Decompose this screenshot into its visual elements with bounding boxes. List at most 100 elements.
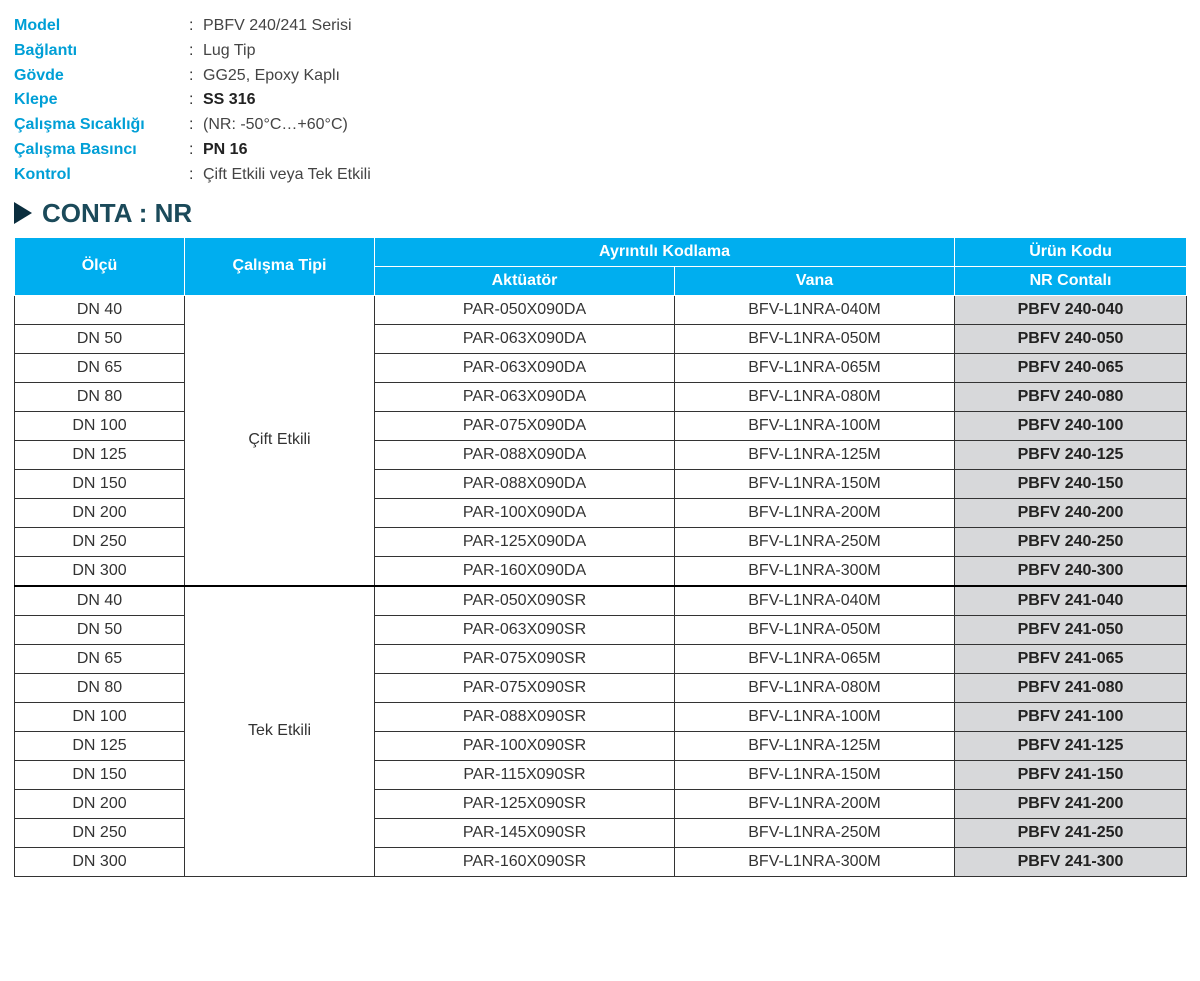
spec-colon: : [189, 64, 203, 89]
cell-aktuator: PAR-088X090DA [375, 440, 675, 469]
cell-vana: BFV-L1NRA-250M [675, 818, 955, 847]
spec-colon: : [189, 39, 203, 64]
cell-aktuator: PAR-063X090DA [375, 324, 675, 353]
cell-aktuator: PAR-075X090DA [375, 411, 675, 440]
table-header: Ölçü Çalışma Tipi Ayrıntılı Kodlama Ürün… [15, 237, 1187, 295]
spec-value: Lug Tip [203, 39, 255, 64]
cell-code: PBFV 241-040 [955, 586, 1187, 616]
table-row: DN 40Çift EtkiliPAR-050X090DABFV-L1NRA-0… [15, 295, 1187, 324]
cell-code: PBFV 240-065 [955, 353, 1187, 382]
cell-aktuator: PAR-050X090DA [375, 295, 675, 324]
cell-vana: BFV-L1NRA-125M [675, 440, 955, 469]
spec-row: Bağlantı:Lug Tip [14, 39, 1186, 64]
cell-code: PBFV 240-050 [955, 324, 1187, 353]
table-body: DN 40Çift EtkiliPAR-050X090DABFV-L1NRA-0… [15, 295, 1187, 876]
cell-code: PBFV 241-150 [955, 760, 1187, 789]
cell-vana: BFV-L1NRA-065M [675, 644, 955, 673]
cell-code: PBFV 240-125 [955, 440, 1187, 469]
cell-vana: BFV-L1NRA-080M [675, 673, 955, 702]
cell-olcu: DN 40 [15, 295, 185, 324]
spec-value: (NR: -50°C…+60°C) [203, 113, 348, 138]
cell-olcu: DN 250 [15, 527, 185, 556]
cell-code: PBFV 240-150 [955, 469, 1187, 498]
spec-value: GG25, Epoxy Kaplı [203, 64, 340, 89]
cell-vana: BFV-L1NRA-200M [675, 789, 955, 818]
spec-colon: : [189, 88, 203, 113]
cell-vana: BFV-L1NRA-040M [675, 295, 955, 324]
cell-aktuator: PAR-063X090DA [375, 382, 675, 411]
th-urunsub: NR Contalı [955, 266, 1187, 295]
th-kodlama: Ayrıntılı Kodlama [375, 237, 955, 266]
th-vana: Vana [675, 266, 955, 295]
cell-code: PBFV 240-200 [955, 498, 1187, 527]
cell-olcu: DN 300 [15, 556, 185, 586]
spec-colon: : [189, 14, 203, 39]
spec-value: PBFV 240/241 Serisi [203, 14, 352, 39]
cell-code: PBFV 240-250 [955, 527, 1187, 556]
spec-row: Kontrol:Çift Etkili veya Tek Etkili [14, 163, 1186, 188]
spec-value: PN 16 [203, 138, 247, 163]
cell-code: PBFV 240-100 [955, 411, 1187, 440]
cell-code: PBFV 241-050 [955, 615, 1187, 644]
cell-olcu: DN 50 [15, 324, 185, 353]
spec-row: Gövde:GG25, Epoxy Kaplı [14, 64, 1186, 89]
spec-colon: : [189, 163, 203, 188]
cell-tip: Tek Etkili [185, 586, 375, 877]
cell-code: PBFV 241-125 [955, 731, 1187, 760]
cell-aktuator: PAR-115X090SR [375, 760, 675, 789]
cell-code: PBFV 241-100 [955, 702, 1187, 731]
section-title-text: CONTA : NR [42, 198, 192, 229]
cell-olcu: DN 200 [15, 789, 185, 818]
spec-row: Model:PBFV 240/241 Serisi [14, 14, 1186, 39]
spec-label: Model [14, 14, 189, 39]
cell-aktuator: PAR-125X090DA [375, 527, 675, 556]
cell-aktuator: PAR-160X090SR [375, 847, 675, 876]
spec-label: Gövde [14, 64, 189, 89]
cell-aktuator: PAR-063X090SR [375, 615, 675, 644]
spec-label: Bağlantı [14, 39, 189, 64]
cell-vana: BFV-L1NRA-300M [675, 556, 955, 586]
cell-vana: BFV-L1NRA-040M [675, 586, 955, 616]
th-tip: Çalışma Tipi [185, 237, 375, 295]
cell-olcu: DN 150 [15, 760, 185, 789]
cell-vana: BFV-L1NRA-100M [675, 702, 955, 731]
cell-vana: BFV-L1NRA-150M [675, 469, 955, 498]
cell-aktuator: PAR-125X090SR [375, 789, 675, 818]
spec-label: Klepe [14, 88, 189, 113]
table-row: DN 40Tek EtkiliPAR-050X090SRBFV-L1NRA-04… [15, 586, 1187, 616]
spec-label: Çalışma Sıcaklığı [14, 113, 189, 138]
spec-colon: : [189, 138, 203, 163]
cell-aktuator: PAR-075X090SR [375, 673, 675, 702]
section-title: CONTA : NR [14, 198, 1186, 229]
spec-value: Çift Etkili veya Tek Etkili [203, 163, 371, 188]
cell-olcu: DN 80 [15, 673, 185, 702]
cell-olcu: DN 100 [15, 411, 185, 440]
cell-code: PBFV 240-080 [955, 382, 1187, 411]
cell-vana: BFV-L1NRA-300M [675, 847, 955, 876]
cell-aktuator: PAR-088X090DA [375, 469, 675, 498]
cell-olcu: DN 200 [15, 498, 185, 527]
cell-olcu: DN 50 [15, 615, 185, 644]
cell-aktuator: PAR-100X090DA [375, 498, 675, 527]
cell-aktuator: PAR-075X090SR [375, 644, 675, 673]
cell-olcu: DN 300 [15, 847, 185, 876]
cell-code: PBFV 241-080 [955, 673, 1187, 702]
cell-aktuator: PAR-063X090DA [375, 353, 675, 382]
spec-value: SS 316 [203, 88, 255, 113]
cell-olcu: DN 80 [15, 382, 185, 411]
cell-aktuator: PAR-100X090SR [375, 731, 675, 760]
cell-code: PBFV 241-065 [955, 644, 1187, 673]
spec-list: Model:PBFV 240/241 SerisiBağlantı:Lug Ti… [14, 14, 1186, 188]
cell-olcu: DN 125 [15, 440, 185, 469]
cell-vana: BFV-L1NRA-050M [675, 324, 955, 353]
spec-row: Çalışma Basıncı:PN 16 [14, 138, 1186, 163]
cell-olcu: DN 100 [15, 702, 185, 731]
cell-code: PBFV 240-300 [955, 556, 1187, 586]
th-aktuator: Aktüatör [375, 266, 675, 295]
cell-aktuator: PAR-050X090SR [375, 586, 675, 616]
cell-vana: BFV-L1NRA-150M [675, 760, 955, 789]
cell-code: PBFV 240-040 [955, 295, 1187, 324]
th-olcu: Ölçü [15, 237, 185, 295]
cell-vana: BFV-L1NRA-065M [675, 353, 955, 382]
spec-label: Kontrol [14, 163, 189, 188]
